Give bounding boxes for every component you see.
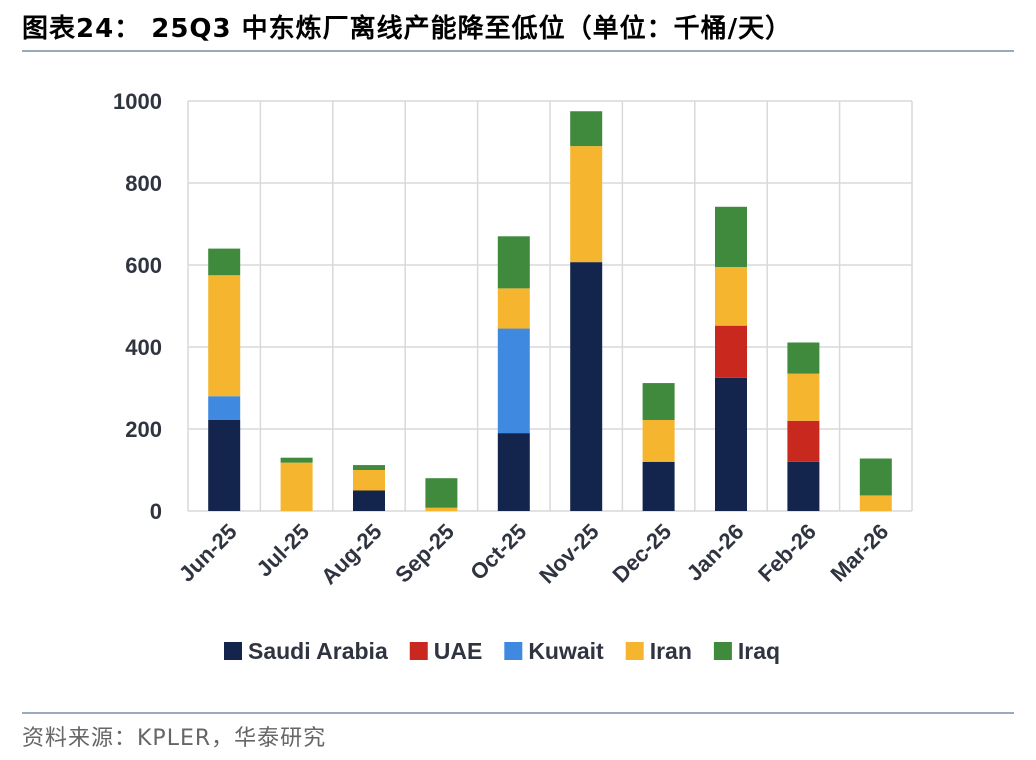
bar-segment bbox=[787, 420, 820, 462]
bar-segment bbox=[497, 433, 530, 511]
x-tick-label: Mar-26 bbox=[826, 519, 894, 587]
stacked-bar-chart: 0 200 400 600 800 1000 Jun-25 Jul-25 Aug-25 Sep-… bbox=[113, 89, 913, 664]
legend-swatch bbox=[409, 642, 428, 660]
legend: Saudi Arabia UAE Kuwait Iran Iraq bbox=[224, 638, 780, 664]
y-tick-label: 800 bbox=[125, 171, 162, 196]
bar-segment bbox=[208, 419, 241, 511]
bar-segment bbox=[642, 383, 675, 420]
bar-segment bbox=[570, 146, 603, 263]
bar-segment bbox=[570, 111, 603, 147]
bars bbox=[208, 111, 892, 511]
x-tick-label: Nov-25 bbox=[534, 519, 604, 589]
x-tick-label: Jun-25 bbox=[174, 519, 242, 587]
bar-segment bbox=[642, 419, 675, 462]
footer-divider bbox=[22, 712, 1014, 714]
legend-label: UAE bbox=[434, 638, 483, 664]
bar-segment bbox=[859, 458, 892, 496]
bar-segment bbox=[715, 325, 747, 378]
x-tick-label: Aug-25 bbox=[316, 519, 386, 589]
legend-label: Iraq bbox=[738, 638, 780, 664]
y-tick-label: 1000 bbox=[113, 89, 162, 114]
bar-segment bbox=[787, 342, 820, 374]
bar-segment bbox=[715, 267, 747, 326]
bar-segment bbox=[497, 236, 530, 289]
bar-segment bbox=[208, 248, 241, 276]
x-tick-label: Sep-25 bbox=[390, 519, 459, 588]
title-divider bbox=[22, 50, 1014, 52]
bar-segment bbox=[715, 377, 747, 511]
y-tick-label: 200 bbox=[125, 417, 162, 442]
y-axis-ticks: 0 200 400 600 800 1000 bbox=[113, 89, 162, 524]
bar-segment bbox=[208, 275, 241, 397]
bar-segment bbox=[353, 465, 385, 470]
legend-swatch bbox=[504, 642, 523, 660]
y-tick-label: 600 bbox=[125, 253, 162, 278]
x-tick-label: Oct-25 bbox=[465, 519, 531, 585]
legend-swatch bbox=[625, 642, 644, 660]
y-tick-label: 0 bbox=[150, 499, 162, 524]
bar-segment bbox=[425, 507, 458, 511]
source-note: 资料来源：KPLER，华泰研究 bbox=[22, 726, 327, 751]
bar-segment bbox=[787, 461, 820, 511]
bar-segment bbox=[497, 328, 530, 434]
x-tick-label: Feb-26 bbox=[753, 519, 821, 587]
x-tick-label: Dec-25 bbox=[607, 519, 676, 588]
legend-swatch bbox=[224, 642, 242, 660]
bar-segment bbox=[570, 262, 603, 511]
legend-label: Kuwait bbox=[528, 638, 604, 664]
legend-label: Iran bbox=[650, 638, 692, 664]
bar-segment bbox=[280, 462, 313, 511]
bar-segment bbox=[353, 470, 385, 491]
legend-label: Saudi Arabia bbox=[248, 638, 388, 664]
x-tick-label: Jul-25 bbox=[251, 519, 314, 582]
legend-swatch bbox=[713, 642, 732, 660]
bar-segment bbox=[280, 457, 313, 463]
bar-segment bbox=[425, 478, 458, 508]
bar-segment bbox=[353, 490, 385, 511]
y-tick-label: 400 bbox=[125, 335, 162, 360]
bar-segment bbox=[715, 206, 747, 268]
bar-segment bbox=[787, 373, 820, 421]
x-tick-label: Jan-26 bbox=[682, 519, 749, 586]
bar-segment bbox=[859, 495, 892, 511]
chart-title: 图表24： 25Q3 中东炼厂离线产能降至低位（单位：千桶/天） bbox=[22, 14, 793, 44]
bar-segment bbox=[208, 396, 241, 420]
x-axis-ticks: Jun-25 Jul-25 Aug-25 Sep-25 Oct-25 Nov-25 Dec-… bbox=[174, 519, 893, 589]
bar-segment bbox=[642, 461, 675, 511]
bar-segment bbox=[497, 288, 530, 329]
